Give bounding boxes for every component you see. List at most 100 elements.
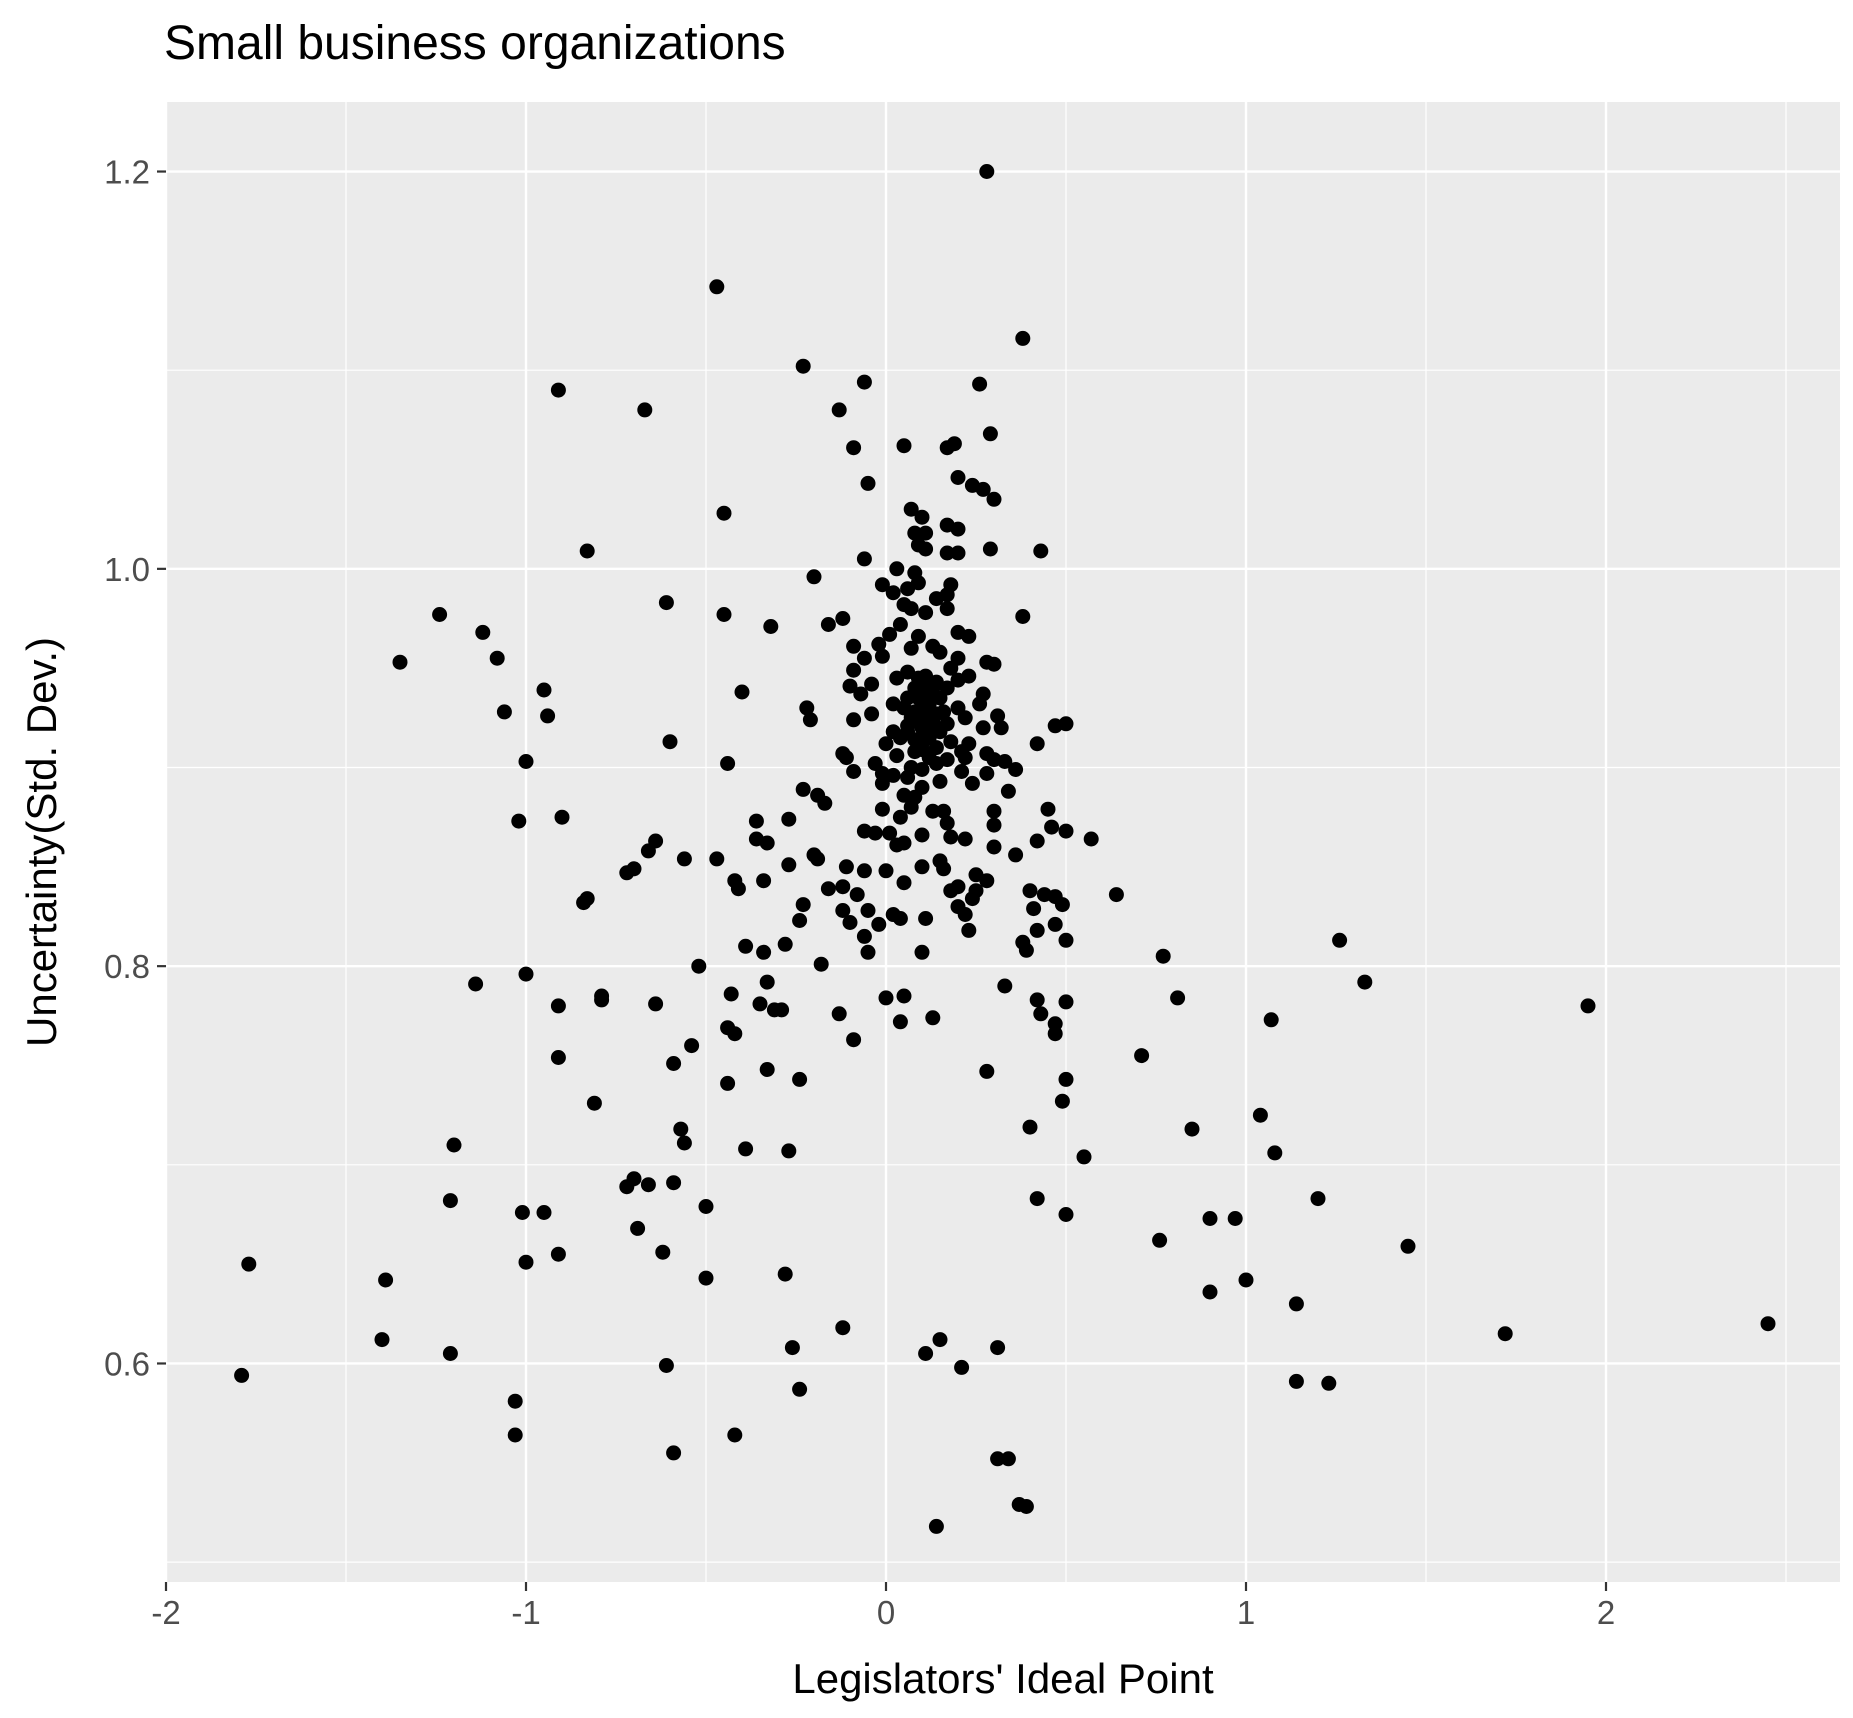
- data-point: [993, 720, 1009, 736]
- data-point: [907, 525, 923, 541]
- data-point: [874, 775, 890, 791]
- data-point: [1022, 1119, 1038, 1135]
- y-tick-label: 1.0: [104, 551, 150, 588]
- data-point: [925, 803, 941, 819]
- data-point: [889, 748, 905, 764]
- data-point: [709, 851, 725, 867]
- data-point: [662, 734, 678, 750]
- data-point: [896, 988, 912, 1004]
- data-point: [860, 903, 876, 918]
- data-point: [856, 650, 872, 666]
- data-point: [889, 561, 905, 577]
- data-point: [1040, 801, 1056, 817]
- data-points: [234, 164, 1776, 1534]
- data-point: [820, 617, 836, 632]
- data-point: [446, 1137, 462, 1153]
- data-point: [892, 1014, 908, 1030]
- data-point: [676, 851, 692, 867]
- data-point: [630, 1220, 646, 1236]
- data-point: [1008, 847, 1024, 863]
- data-point: [727, 1026, 743, 1042]
- data-point: [957, 907, 973, 922]
- data-point: [1047, 1026, 1063, 1042]
- data-point: [900, 724, 916, 740]
- data-point: [910, 628, 926, 644]
- data-point: [990, 1340, 1006, 1356]
- x-axis-title: Legislators' Ideal Point: [792, 1655, 1214, 1702]
- data-point: [810, 851, 826, 867]
- y-axis: 0.6 0.8 1.0 1.2: [104, 154, 166, 1382]
- data-point: [763, 619, 779, 634]
- minor-gridlines: [166, 102, 1840, 1582]
- data-point: [889, 670, 905, 686]
- data-point: [939, 545, 955, 561]
- data-point: [550, 382, 566, 398]
- data-point: [738, 938, 754, 954]
- data-point: [932, 773, 948, 789]
- data-point: [853, 686, 869, 702]
- data-point: [846, 638, 862, 654]
- data-point: [752, 996, 768, 1012]
- x-tick-label: 1: [1237, 1594, 1255, 1631]
- data-point: [982, 541, 998, 557]
- data-point: [896, 438, 912, 454]
- data-point: [1155, 948, 1171, 964]
- y-tick-label: 1.2: [104, 154, 150, 191]
- data-point: [849, 887, 865, 903]
- data-point: [979, 164, 995, 179]
- data-point: [954, 764, 970, 779]
- data-point: [961, 628, 977, 644]
- data-point: [874, 801, 890, 817]
- data-point: [738, 1141, 754, 1157]
- data-point: [943, 883, 959, 899]
- data-point: [860, 944, 876, 960]
- data-point: [864, 676, 880, 692]
- data-point: [1227, 1211, 1243, 1226]
- data-point: [972, 696, 988, 712]
- data-point: [918, 688, 934, 704]
- data-point: [871, 916, 887, 932]
- data-point: [730, 881, 746, 897]
- data-point: [1321, 1375, 1337, 1391]
- data-point: [986, 491, 1002, 507]
- data-point: [1054, 897, 1070, 913]
- x-tick-label: -1: [511, 1594, 540, 1631]
- data-point: [1170, 990, 1186, 1006]
- data-point: [871, 636, 887, 652]
- major-gridlines: [164, 102, 1840, 1582]
- data-point: [727, 1427, 743, 1443]
- data-point: [979, 1063, 995, 1079]
- data-point: [838, 750, 854, 766]
- data-point: [550, 1050, 566, 1065]
- data-point: [784, 1340, 800, 1356]
- data-point: [795, 897, 811, 913]
- data-point: [813, 956, 829, 972]
- data-point: [846, 440, 862, 456]
- data-point: [374, 1332, 390, 1348]
- data-point: [1288, 1296, 1304, 1312]
- data-point: [1497, 1326, 1513, 1342]
- data-point: [781, 1143, 797, 1159]
- data-point: [720, 1075, 736, 1091]
- data-point: [514, 1205, 530, 1220]
- data-point: [586, 1095, 602, 1111]
- data-point: [885, 585, 901, 601]
- data-point: [896, 700, 912, 716]
- data-point: [856, 928, 872, 944]
- data-point: [691, 958, 707, 974]
- data-point: [1083, 831, 1099, 847]
- data-point: [979, 873, 995, 889]
- data-point: [957, 750, 973, 766]
- data-point: [842, 915, 858, 930]
- data-point: [1580, 998, 1596, 1014]
- data-point: [795, 781, 811, 797]
- data-point: [1033, 1006, 1049, 1022]
- data-point: [874, 648, 890, 664]
- data-point: [896, 875, 912, 891]
- data-point: [1152, 1232, 1168, 1248]
- data-point: [1029, 1191, 1045, 1207]
- data-point: [856, 863, 872, 879]
- data-point: [619, 865, 635, 881]
- data-point: [925, 1010, 941, 1026]
